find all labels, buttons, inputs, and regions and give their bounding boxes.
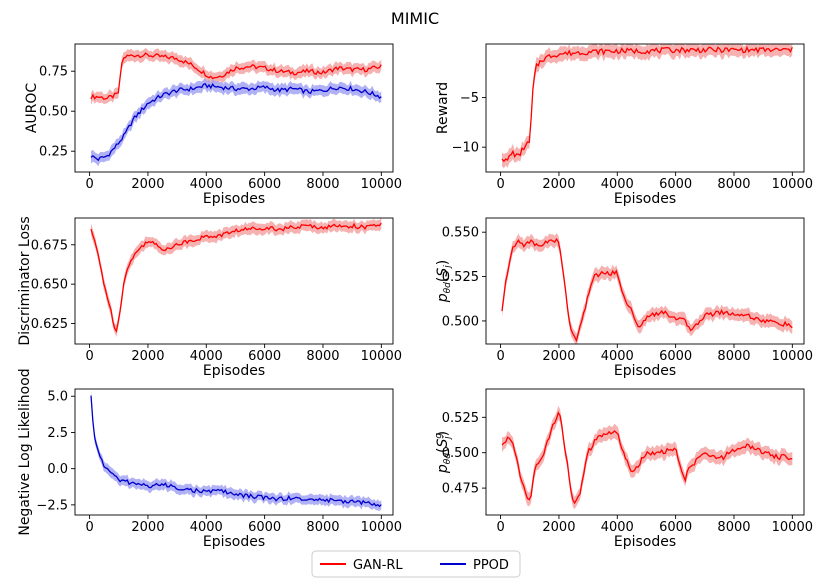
- x-tick-label: 4000: [190, 177, 223, 192]
- y-axis-label: Discriminator Loss: [17, 216, 33, 345]
- series-line-ppod: [90, 83, 382, 162]
- x-tick-label: 8000: [306, 349, 339, 364]
- x-tick-label: 6000: [248, 177, 281, 192]
- x-tick-label: 8000: [306, 177, 339, 192]
- x-tick-label: 10000: [361, 177, 402, 192]
- x-tick-label: 2000: [131, 520, 164, 535]
- x-axis-label: Episodes: [614, 191, 676, 207]
- subplot-6: 0 2000 4000 6000 8000 10000 0.475 0.500 0.525 Epi…: [434, 388, 813, 550]
- y-tick-label: −2.5: [36, 498, 68, 513]
- subplots: 0 2000 4000 6000 8000 10000 0.25 0.50 0.75 Episod…: [17, 43, 813, 550]
- series-line-ppod: [90, 395, 382, 508]
- y-axis-label: pθd(Sgj): [434, 431, 453, 474]
- plot-frame: [74, 217, 394, 345]
- x-tick-label: 0: [85, 349, 93, 364]
- legend-box: [311, 550, 521, 578]
- series-line-gan-rl: [90, 222, 382, 333]
- x-tick-label: 6000: [659, 349, 692, 364]
- plot-frame: [485, 217, 805, 345]
- y-axis-label: pθd(Sj): [435, 260, 453, 303]
- x-tick-label: 4000: [601, 349, 634, 364]
- y-tick-label: 0.475: [442, 482, 479, 497]
- x-axis-label: Episodes: [203, 534, 265, 550]
- y-tick-label: 0.650: [31, 278, 68, 293]
- series-band-ppod: [91, 390, 382, 512]
- series-band-gan-rl: [502, 44, 793, 169]
- x-tick-label: 8000: [717, 177, 750, 192]
- x-tick-label: 10000: [772, 520, 813, 535]
- subplot-3: 0 2000 4000 6000 8000 10000 0.625 0.650 0.675 Epi…: [17, 216, 402, 379]
- y-tick-label: 0.500: [442, 446, 479, 461]
- y-tick-label: 2.5: [47, 426, 68, 441]
- y-tick-label: 0.500: [442, 314, 479, 329]
- series-line-gan-rl: [501, 237, 793, 343]
- x-tick-label: 2000: [542, 177, 575, 192]
- series-line-gan-rl: [501, 411, 793, 505]
- x-tick-label: 0: [496, 177, 504, 192]
- x-tick-label: 2000: [542, 520, 575, 535]
- y-tick-label: 0.525: [442, 270, 479, 285]
- y-tick-label: −10: [452, 141, 479, 156]
- x-tick-label: 8000: [306, 520, 339, 535]
- y-axis-label: Reward: [435, 82, 451, 134]
- y-axis-label: Negative Log Likelihood: [17, 368, 33, 535]
- legend-label-gan-rl: GAN-RL: [353, 558, 403, 573]
- y-tick-label: 0.675: [31, 238, 68, 253]
- x-axis-label: Episodes: [203, 363, 265, 379]
- series-band-gan-rl: [502, 405, 793, 510]
- x-tick-label: 2000: [542, 349, 575, 364]
- y-tick-label: 0.25: [39, 145, 68, 160]
- y-tick-label: 0.75: [39, 65, 68, 80]
- subplot-2: 0 2000 4000 6000 8000 10000 −10 −5 Episodes Rewar…: [435, 43, 813, 207]
- x-tick-label: 6000: [659, 177, 692, 192]
- x-tick-label: 0: [496, 520, 504, 535]
- x-axis-label: Episodes: [203, 191, 265, 207]
- plot-frame: [485, 43, 805, 173]
- series-band-ppod: [91, 78, 382, 167]
- y-tick-label: −5: [460, 91, 479, 106]
- x-tick-label: 4000: [190, 520, 223, 535]
- x-tick-label: 2000: [131, 177, 164, 192]
- y-tick-label: 0.550: [442, 226, 479, 241]
- series-line-gan-rl: [501, 45, 793, 163]
- y-tick-label: 5.0: [47, 390, 68, 405]
- figure-title: MIMIC: [391, 9, 439, 28]
- y-axis-label: AUROC: [24, 83, 40, 134]
- plot-frame: [74, 43, 394, 173]
- y-tick-label: 0.625: [31, 317, 68, 332]
- x-tick-label: 4000: [601, 520, 634, 535]
- x-tick-label: 6000: [659, 520, 692, 535]
- subplot-1: 0 2000 4000 6000 8000 10000 0.25 0.50 0.75 Episod…: [24, 43, 402, 207]
- x-tick-label: 4000: [601, 177, 634, 192]
- y-tick-label: 0.525: [442, 411, 479, 426]
- legend: GAN-RL PPOD: [311, 550, 521, 578]
- legend-label-ppod: PPOD: [473, 558, 509, 573]
- series-band-gan-rl: [91, 218, 382, 337]
- x-tick-label: 4000: [190, 349, 223, 364]
- subplot-4: 0 2000 4000 6000 8000 10000 0.500 0.525 0.550 Epi…: [435, 217, 813, 379]
- x-axis-label: Episodes: [614, 534, 676, 550]
- x-tick-label: 6000: [248, 520, 281, 535]
- x-tick-label: 10000: [361, 349, 402, 364]
- x-tick-label: 0: [85, 520, 93, 535]
- series-band-gan-rl: [502, 233, 793, 344]
- plot-frame: [485, 388, 805, 516]
- x-tick-label: 8000: [717, 349, 750, 364]
- x-tick-label: 10000: [772, 177, 813, 192]
- series-line-gan-rl: [90, 52, 382, 100]
- x-tick-label: 10000: [361, 520, 402, 535]
- x-tick-label: 8000: [717, 520, 750, 535]
- y-tick-label: 0.50: [39, 105, 68, 120]
- x-tick-label: 0: [85, 177, 93, 192]
- plot-frame: [74, 388, 394, 516]
- x-tick-label: 0: [496, 349, 504, 364]
- x-tick-label: 10000: [772, 349, 813, 364]
- x-tick-label: 2000: [131, 349, 164, 364]
- x-axis-label: Episodes: [614, 363, 676, 379]
- subplot-5: 0 2000 4000 6000 8000 10000 −2.5 0.0 2.5 5.0 Episo…: [17, 368, 402, 550]
- x-tick-label: 6000: [248, 349, 281, 364]
- y-tick-label: 0.0: [47, 462, 68, 477]
